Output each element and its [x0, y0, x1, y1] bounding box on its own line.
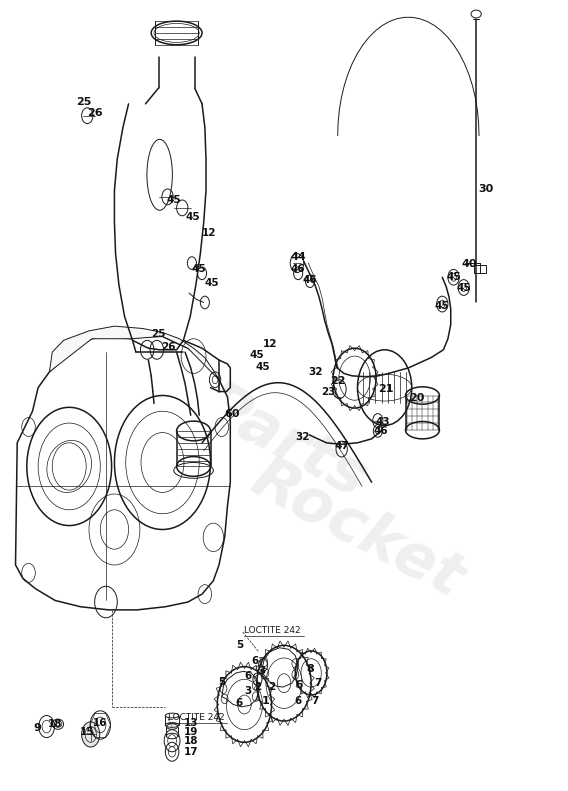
Text: 46: 46	[374, 426, 389, 436]
Text: 18: 18	[183, 736, 198, 746]
Text: 6: 6	[294, 695, 302, 706]
Text: Parts: Parts	[191, 375, 377, 511]
Polygon shape	[49, 326, 219, 380]
Circle shape	[82, 722, 100, 747]
Text: 44: 44	[290, 252, 306, 262]
Text: 32: 32	[308, 367, 322, 377]
Text: 46: 46	[291, 264, 306, 274]
Text: 47: 47	[335, 441, 349, 451]
Text: 46: 46	[303, 274, 318, 285]
Text: 5: 5	[218, 676, 225, 687]
Text: 20: 20	[409, 393, 424, 403]
Text: 6: 6	[295, 679, 302, 690]
Text: 18: 18	[48, 719, 62, 729]
Text: 7: 7	[311, 695, 319, 706]
Text: 5: 5	[236, 641, 244, 650]
Text: 40: 40	[461, 259, 477, 269]
Text: 21: 21	[378, 384, 394, 394]
Text: 30: 30	[479, 184, 494, 194]
Text: 23: 23	[321, 387, 335, 396]
Text: 16: 16	[93, 717, 107, 728]
Polygon shape	[222, 672, 259, 707]
Text: 12: 12	[262, 339, 277, 350]
Text: 13: 13	[183, 717, 198, 728]
Text: 45: 45	[446, 272, 461, 282]
Text: Rocket: Rocket	[241, 449, 474, 610]
Text: 45: 45	[457, 282, 471, 293]
Text: 6: 6	[235, 698, 243, 708]
Text: 26: 26	[161, 342, 176, 352]
Text: 45: 45	[192, 264, 207, 274]
Text: 8: 8	[307, 664, 315, 674]
Text: 45: 45	[435, 301, 450, 311]
Text: 60: 60	[224, 409, 240, 418]
Polygon shape	[261, 648, 298, 687]
Text: 45: 45	[249, 350, 264, 360]
Text: 32: 32	[295, 432, 310, 442]
Text: 26: 26	[87, 108, 102, 119]
Bar	[474, 266, 486, 274]
Text: 22: 22	[330, 377, 345, 386]
Text: 17: 17	[183, 747, 198, 757]
Text: 1: 1	[261, 696, 269, 706]
Text: 45: 45	[204, 278, 219, 288]
Text: 19: 19	[183, 727, 198, 737]
Text: 45: 45	[166, 195, 181, 205]
Text: 9: 9	[34, 723, 41, 733]
Text: LOCTITE 242: LOCTITE 242	[244, 626, 301, 635]
Text: 25: 25	[76, 97, 91, 108]
Text: 45: 45	[185, 212, 200, 222]
Polygon shape	[15, 336, 230, 610]
Text: 6: 6	[245, 671, 252, 681]
Text: 45: 45	[255, 362, 270, 372]
Text: 43: 43	[375, 417, 390, 426]
Text: 12: 12	[202, 228, 216, 238]
Text: 3: 3	[258, 666, 266, 676]
Text: 3: 3	[245, 686, 252, 696]
Text: 15: 15	[80, 727, 94, 737]
Text: 25: 25	[151, 329, 166, 339]
Text: 2: 2	[254, 682, 261, 692]
Text: 7: 7	[314, 678, 321, 688]
Text: 2: 2	[269, 682, 275, 692]
Text: 6: 6	[252, 656, 259, 666]
Text: LOCTITE 242: LOCTITE 242	[168, 713, 225, 721]
